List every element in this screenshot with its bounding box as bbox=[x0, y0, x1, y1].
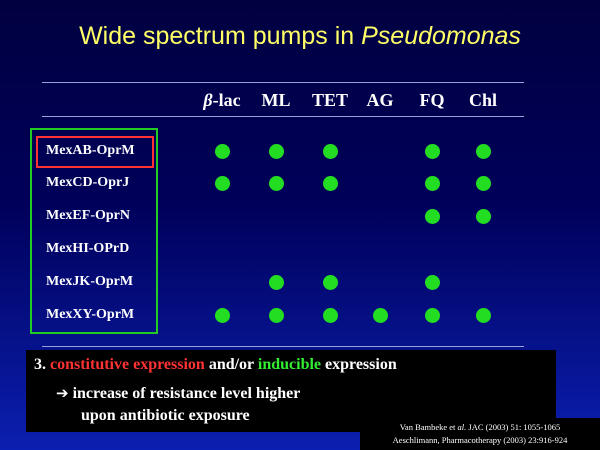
activity-dot bbox=[322, 307, 338, 323]
activity-dot bbox=[268, 143, 284, 159]
activity-dot bbox=[475, 143, 491, 159]
activity-dot bbox=[424, 274, 440, 290]
column-header-label: Chl bbox=[468, 90, 497, 110]
pump-name: MexXY-OprM bbox=[46, 307, 135, 322]
reference-1-citation: JAC (2003) 51: 1055-1065 bbox=[466, 422, 561, 432]
note-number: 3. bbox=[34, 356, 46, 373]
activity-dot bbox=[322, 143, 338, 159]
highlight-box bbox=[36, 136, 154, 168]
column-header-3: AG bbox=[350, 90, 410, 111]
slide-title-text: Wide spectrum pumps in bbox=[79, 22, 362, 50]
activity-dot bbox=[372, 307, 388, 323]
pump-list-box bbox=[30, 128, 158, 334]
reference-1: Van Bambeke et al. JAC (2003) 51: 1055-1… bbox=[360, 421, 600, 434]
activity-dot bbox=[475, 307, 491, 323]
activity-dot bbox=[475, 175, 491, 191]
activity-dot bbox=[322, 175, 338, 191]
pump-name: MexAB-OprM bbox=[46, 143, 135, 158]
activity-dot bbox=[424, 175, 440, 191]
slide-title: Wide spectrum pumps in Pseudomonas bbox=[0, 22, 600, 51]
column-header-4: FQ bbox=[402, 90, 462, 111]
header-rule-top bbox=[42, 82, 524, 83]
column-header-1: ML bbox=[246, 90, 306, 111]
activity-dot bbox=[424, 307, 440, 323]
references: Van Bambeke et al. JAC (2003) 51: 1055-1… bbox=[360, 418, 600, 450]
activity-dot bbox=[424, 143, 440, 159]
pump-name: MexJK-OprM bbox=[46, 274, 134, 289]
arrow-icon: ➔ bbox=[56, 384, 69, 402]
column-header-label: AG bbox=[366, 90, 394, 110]
activity-dot bbox=[214, 143, 230, 159]
activity-dot bbox=[268, 274, 284, 290]
pump-name: MexHI-OPrD bbox=[46, 241, 130, 256]
activity-dot bbox=[475, 208, 491, 224]
header-rule-bottom bbox=[42, 116, 524, 117]
column-header-greek: β bbox=[203, 90, 213, 110]
column-header-0: β-lac bbox=[192, 90, 252, 111]
reference-2: Aeschlimann, Pharmacotherapy (2003) 23:9… bbox=[392, 435, 568, 445]
activity-dot bbox=[322, 274, 338, 290]
column-header-label: TET bbox=[311, 90, 349, 110]
activity-dot bbox=[214, 175, 230, 191]
note-constitutive: constitutive expression bbox=[50, 356, 205, 373]
reference-1-author: Van Bambeke et bbox=[399, 422, 458, 432]
note-andor: and/or bbox=[208, 356, 254, 373]
column-header-5: Chl bbox=[453, 90, 513, 111]
note-expression: expression bbox=[325, 356, 397, 373]
column-header-2: TET bbox=[300, 90, 360, 111]
reference-1-etal: al. bbox=[457, 422, 467, 432]
pump-name: MexCD-OprJ bbox=[46, 175, 130, 190]
column-header-label: -lac bbox=[212, 90, 241, 110]
slide-title-italic: Pseudomonas bbox=[361, 22, 521, 50]
note-arrow-text: increase of resistance level higher bbox=[72, 385, 301, 402]
activity-dot bbox=[268, 175, 284, 191]
pump-name: MexEF-OprN bbox=[46, 208, 130, 223]
note-line-3: upon antibiotic exposure bbox=[81, 407, 250, 424]
column-header-label: ML bbox=[261, 90, 291, 110]
note-inducible: inducible bbox=[257, 356, 322, 373]
note-line-2: ➔ increase of resistance level higher bbox=[56, 384, 300, 403]
activity-dot bbox=[424, 208, 440, 224]
activity-dot bbox=[268, 307, 284, 323]
table-rule-bottom bbox=[42, 346, 524, 347]
column-header-label: FQ bbox=[419, 90, 445, 110]
note-line-1: 3. constitutive expression and/or induci… bbox=[34, 356, 397, 374]
activity-dot bbox=[214, 307, 230, 323]
